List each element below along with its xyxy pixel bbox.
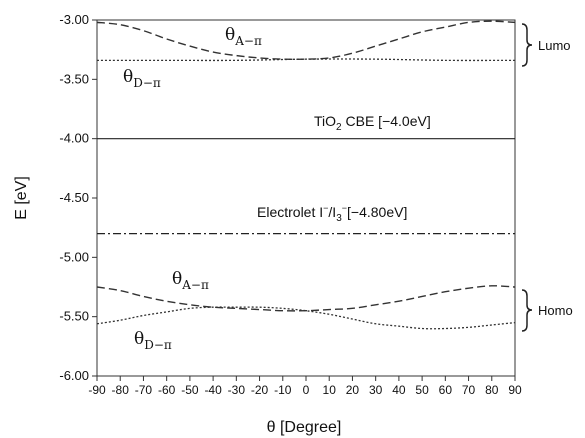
plot-frame (96, 19, 516, 377)
series-lines (96, 20, 516, 330)
lumo-theta-d-label: θD−π (123, 67, 161, 90)
x-tick-label: 80 (485, 383, 499, 397)
x-tick-label: -40 (204, 383, 222, 397)
lumo-theta-a-label: θA−π (225, 25, 262, 48)
reference-lines (97, 138, 515, 235)
y-tick-label: -6.00 (59, 368, 89, 383)
x-tick-label: -80 (112, 383, 130, 397)
series-lumo-theta-d-pi-line (97, 58, 516, 62)
x-tick-label: -10 (274, 383, 292, 397)
series-homo-theta-a-pi-line (96, 285, 516, 312)
x-tick-label: 70 (462, 383, 476, 397)
y-tick-label: -3.00 (59, 12, 89, 27)
homo-theta-d-label: θD−π (134, 329, 172, 352)
y-tick-label: -3.50 (59, 71, 89, 86)
y-axis-ticks: -3.00 -3.50 -4.00 -4.50 -5.00 -5.50 -6.00 (59, 12, 97, 383)
x-tick-label: -20 (251, 383, 269, 397)
x-tick-label: -50 (181, 383, 199, 397)
x-tick-label: 50 (415, 383, 429, 397)
x-tick-label: 0 (303, 383, 310, 397)
x-tick-label: -90 (88, 383, 106, 397)
y-tick-label: -4.00 (59, 131, 89, 146)
lumo-brace (521, 23, 533, 67)
x-tick-label: 20 (346, 383, 360, 397)
x-axis-title: θ [Degree] (267, 419, 342, 436)
x-tick-label: 30 (369, 383, 383, 397)
y-tick-label: -4.50 (59, 190, 89, 205)
x-tick-label: 40 (392, 383, 406, 397)
y-tick-label: -5.50 (59, 309, 89, 324)
homo-brace (521, 289, 533, 332)
homo-theta-a-label: θA−π (172, 269, 209, 292)
x-tick-label: -30 (228, 383, 246, 397)
x-axis-ticks: -90 -80 -70 -60 -50 -40 -30 -20 -10 0 10 20 30 40 50 60… (88, 376, 522, 397)
x-tick-label: 60 (439, 383, 453, 397)
homo-label: Homo (538, 303, 573, 318)
lumo-label: Lumo (538, 38, 571, 53)
x-tick-label: 10 (323, 383, 337, 397)
tio2-cbe-label: TiO2 CBE [−4.0eV] (314, 113, 431, 133)
series-lumo-theta-a-pi-line (96, 20, 516, 61)
x-tick-label: 90 (508, 383, 522, 397)
x-tick-label: -70 (135, 383, 153, 397)
x-tick-label: -60 (158, 383, 176, 397)
electrolyte-label: Electrolet I−/I3−[−4.80eV] (257, 203, 407, 224)
y-axis-title: E [eV] (13, 176, 30, 220)
y-tick-label: -5.00 (59, 249, 89, 264)
